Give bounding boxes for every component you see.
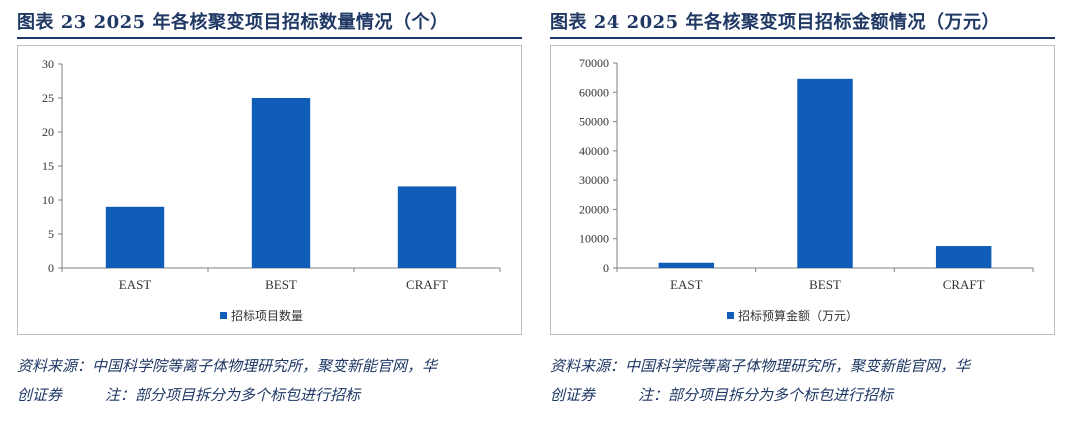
bar-craft: [935, 246, 992, 268]
legend-label: 招标预算金额（万元）: [738, 308, 858, 323]
y-tick-label: 0: [48, 261, 54, 275]
x-tick-label: BEST: [809, 277, 841, 292]
bar-best: [251, 98, 311, 268]
y-tick-label: 20000: [579, 202, 609, 216]
chart-frame: 0 10000 20000 30000 40000 50000 60000 70000 EAST…: [550, 45, 1055, 335]
x-tick-label: CRAFT: [406, 277, 448, 292]
figure-title: 图表 24 2025 年各核聚变项目招标金额情况（万元）: [550, 12, 1000, 33]
source-line-2: 创证券 注：部分项目拆分为多个标包进行招标: [550, 381, 1055, 410]
y-tick-label: 0: [603, 261, 609, 275]
x-tick-label: EAST: [119, 277, 152, 292]
y-tick-label: 5: [48, 227, 54, 241]
bar-chart-count: 0 5 10 15 20 25 30 EAST BEST CRAFT 招标项目数量: [42, 57, 501, 323]
y-tick-label: 30000: [579, 173, 609, 187]
chart-frame: 0 5 10 15 20 25 30 EAST BEST CRAFT 招标项目数量: [17, 45, 522, 335]
bar-east: [105, 206, 165, 268]
source-line-1: 资料来源：中国科学院等离子体物理研究所，聚变新能官网，华: [550, 357, 971, 375]
bar-east: [658, 262, 715, 268]
y-tick-label: 30: [42, 57, 54, 71]
title-rule: [17, 37, 522, 39]
y-tick-label: 10000: [579, 232, 609, 246]
legend-swatch: [220, 312, 227, 319]
y-tick-label: 50000: [579, 115, 609, 129]
y-tick-label: 70000: [579, 56, 609, 70]
y-tick-label: 20: [42, 125, 54, 139]
x-tick-label: EAST: [670, 277, 703, 292]
legend-label: 招标项目数量: [231, 308, 303, 323]
y-tick-label: 10: [42, 193, 54, 207]
source-note: 资料来源：中国科学院等离子体物理研究所，聚变新能官网，华 创证券 注：部分项目拆分…: [550, 352, 1055, 410]
y-tick-label: 25: [42, 91, 54, 105]
note-text: 注：部分项目拆分为多个标包进行招标: [638, 386, 894, 404]
source-note: 资料来源：中国科学院等离子体物理研究所，聚变新能官网，华 创证券 注：部分项目拆分…: [17, 352, 522, 410]
y-tick-label: 15: [42, 159, 54, 173]
bar-best: [797, 78, 853, 268]
source-line-2-prefix: 创证券: [550, 386, 596, 404]
source-line-2-prefix: 创证券: [17, 386, 63, 404]
legend-swatch: [727, 312, 734, 319]
bar-chart-amount: 0 10000 20000 30000 40000 50000 60000 70000 EAST…: [579, 56, 1034, 323]
y-tick-label: 40000: [579, 144, 609, 158]
note-text: 注：部分项目拆分为多个标包进行招标: [105, 386, 361, 404]
x-tick-label: CRAFT: [943, 277, 985, 292]
y-tick-label: 60000: [579, 85, 609, 99]
x-tick-label: BEST: [265, 277, 297, 292]
figure-title: 图表 23 2025 年各核聚变项目招标数量情况（个）: [17, 12, 449, 33]
title-rule: [550, 37, 1055, 39]
bar-craft: [397, 186, 457, 268]
source-line-1: 资料来源：中国科学院等离子体物理研究所，聚变新能官网，华: [17, 357, 438, 375]
source-line-2: 创证券 注：部分项目拆分为多个标包进行招标: [17, 381, 522, 410]
